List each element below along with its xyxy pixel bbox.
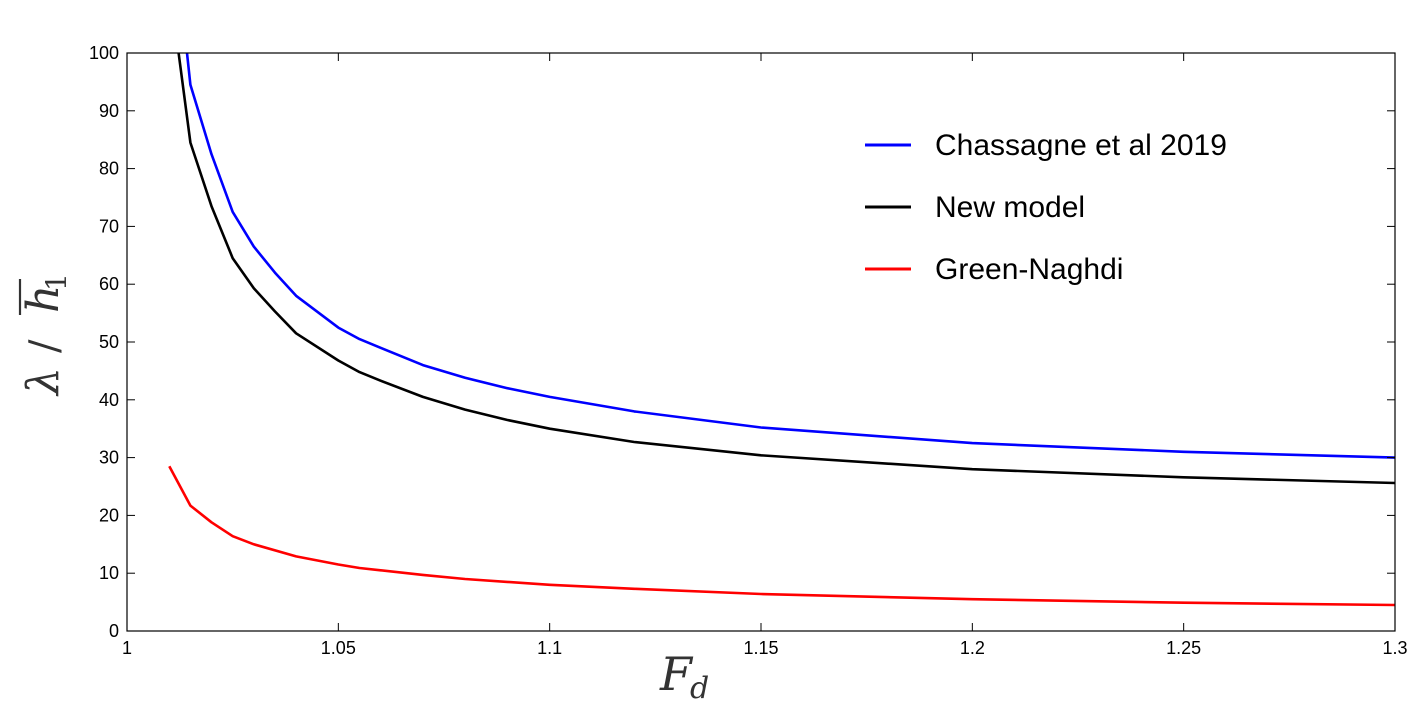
y-tick-label: 90	[99, 101, 119, 121]
x-axis-title: F d	[659, 647, 709, 706]
x-tick-label: 1.2	[960, 638, 985, 658]
axis-ticks: 1 1.05 1.1 1.15 1.2 1.25 1.3 0 10 20 30 40 50 60 70 80 9…	[89, 43, 1408, 658]
x-axis-symbol: F	[659, 647, 694, 701]
y-tick-label: 80	[99, 159, 119, 179]
x-axis-subscript: d	[690, 671, 709, 706]
x-tick-label: 1.05	[321, 638, 356, 658]
legend-label-1: New model	[935, 191, 1085, 224]
x-tick-label: 1.25	[1166, 638, 1201, 658]
y-tick-label: 70	[99, 216, 119, 236]
series-line-2	[168, 465, 1395, 607]
y-tick-label: 0	[109, 621, 119, 641]
x-tick-label: 1.3	[1382, 638, 1407, 658]
series-line-1	[177, 53, 1395, 485]
series-layer	[168, 53, 1395, 607]
x-tick-label: 1.1	[537, 638, 562, 658]
y-axis-lambda: λ	[18, 367, 69, 397]
y-axis-title: λ / h 1	[18, 273, 73, 397]
y-tick-label: 100	[89, 43, 119, 63]
y-tick-label: 40	[99, 390, 119, 410]
y-axis-subscript: 1	[40, 273, 73, 291]
legend-label-2: Green-Naghdi	[935, 253, 1123, 286]
y-axis-h: h	[18, 285, 69, 313]
series-line-0	[185, 53, 1395, 459]
x-tick-label: 1.15	[743, 638, 778, 658]
y-tick-label: 30	[99, 448, 119, 468]
legend-label-0: Chassagne et al 2019	[935, 129, 1227, 162]
y-tick-label: 20	[99, 505, 119, 525]
y-tick-label: 10	[99, 563, 119, 583]
y-tick-label: 50	[99, 332, 119, 352]
legend: Chassagne et al 2019 New model Green-Naghd…	[865, 129, 1227, 286]
y-tick-label: 60	[99, 274, 119, 294]
y-axis-slash: /	[22, 339, 68, 353]
x-tick-label: 1	[122, 638, 132, 658]
